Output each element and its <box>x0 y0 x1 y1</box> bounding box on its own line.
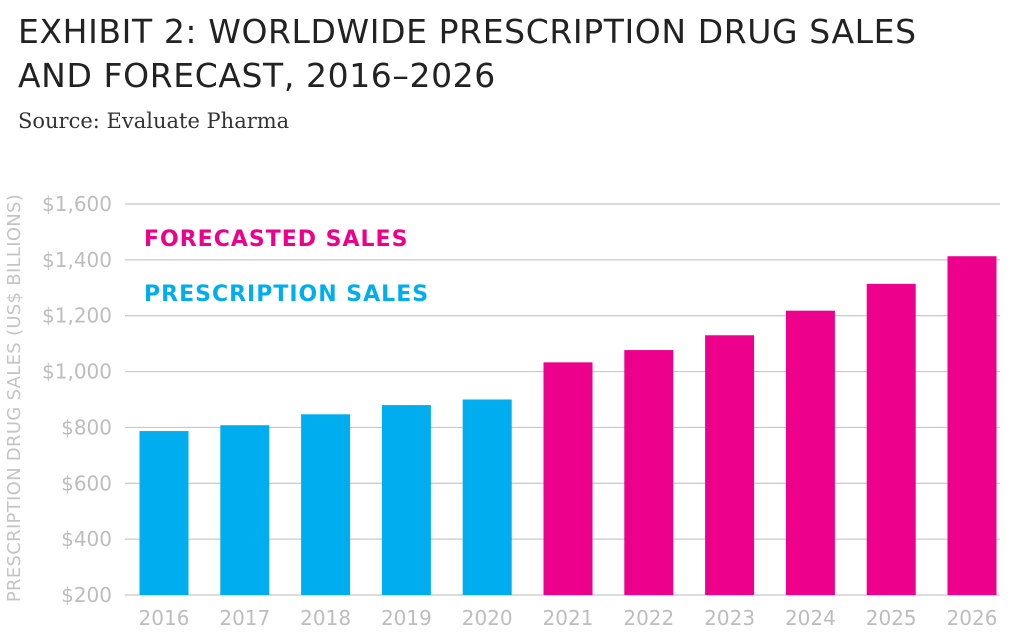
y-tick-label: $1,600 <box>42 192 112 216</box>
y-axis-ticks: $200 $400 $600 $800 $1,000 $1,200 $1,400 $1,600 <box>42 192 112 607</box>
chart-title: EXHIBIT 2: WORLDWIDE PRESCRIPTION DRUG S… <box>18 10 1018 98</box>
legend-entry: FORECASTED SALES <box>144 227 408 252</box>
chart-source: Source: Evaluate Pharma <box>18 109 290 133</box>
y-tick-label: $200 <box>61 583 112 607</box>
bar-2025 <box>866 283 916 595</box>
y-tick-label: $1,000 <box>42 360 112 384</box>
x-tick-label: 2017 <box>219 606 270 630</box>
x-tick-label: 2022 <box>623 606 674 630</box>
x-tick-label: 2026 <box>947 606 998 630</box>
x-tick-label: 2018 <box>300 606 351 630</box>
bar-2016 <box>139 431 189 595</box>
x-tick-label: 2021 <box>543 606 594 630</box>
chart-title-line-2: AND FORECAST, 2016–2026 <box>18 56 496 95</box>
x-tick-label: 2023 <box>704 606 755 630</box>
y-tick-label: $1,200 <box>42 304 112 328</box>
legend-entry: PRESCRIPTION SALES <box>144 282 429 307</box>
bars <box>139 256 997 595</box>
bar-2026 <box>947 256 997 595</box>
y-tick-label: $600 <box>61 471 112 495</box>
y-tick-label: $800 <box>61 415 112 439</box>
bar-2020 <box>462 399 512 595</box>
chart-title-line-1: EXHIBIT 2: WORLDWIDE PRESCRIPTION DRUG S… <box>18 12 917 51</box>
bar-2024 <box>785 310 835 595</box>
bar-2022 <box>624 350 674 595</box>
bar-2023 <box>705 335 755 595</box>
y-axis-label: PRESCRIPTION DRUG SALES (US$ BILLIONS) <box>4 194 25 602</box>
x-tick-label: 2019 <box>381 606 432 630</box>
bar-2018 <box>301 414 351 595</box>
x-tick-label: 2016 <box>139 606 190 630</box>
x-axis-ticks: 2016 2017 2018 2019 2020 2021 2022 2023 2024 2025… <box>139 606 998 630</box>
x-tick-label: 2024 <box>785 606 836 630</box>
y-tick-label: $1,400 <box>42 248 112 272</box>
y-tick-label: $400 <box>61 527 112 551</box>
bar-2021 <box>543 362 593 595</box>
legend: FORECASTED SALES PRESCRIPTION SALES <box>144 227 429 307</box>
bar-2017 <box>220 425 270 595</box>
x-tick-label: 2025 <box>866 606 917 630</box>
x-tick-label: 2020 <box>462 606 513 630</box>
bar-2019 <box>381 405 431 595</box>
